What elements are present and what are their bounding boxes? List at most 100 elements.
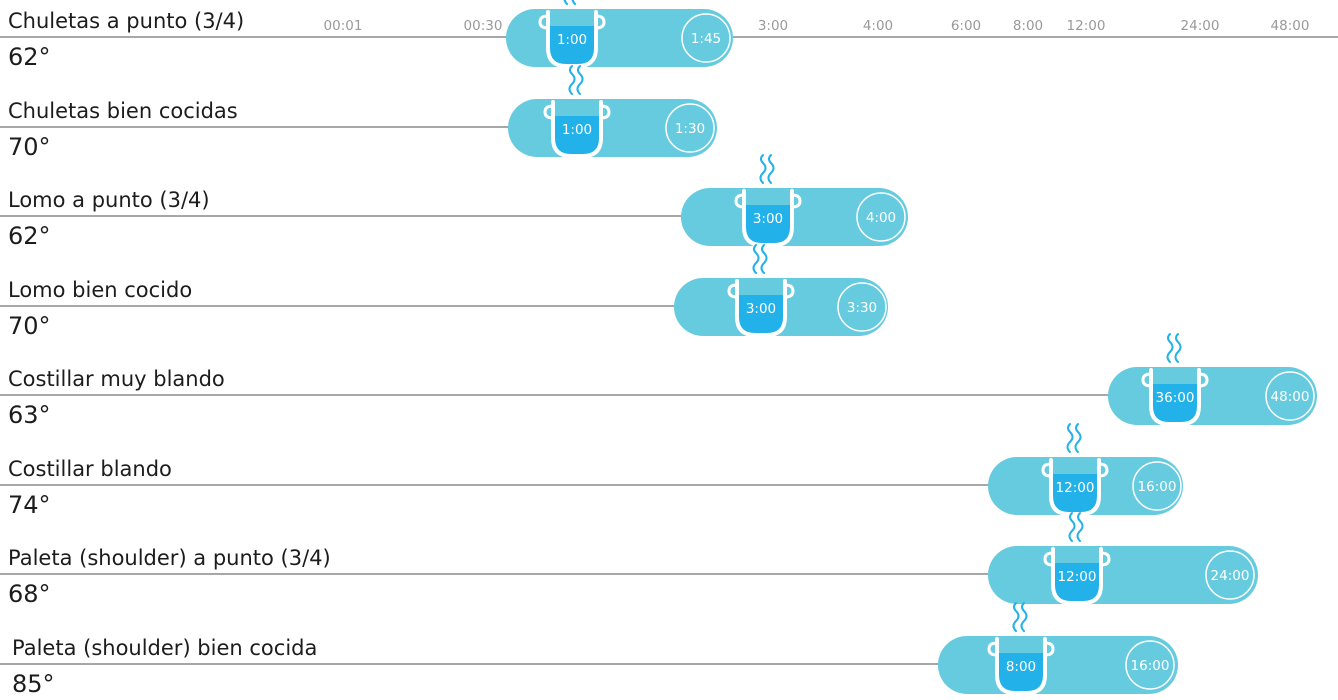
x-tick-label: 00:30 [464,18,503,34]
pot-handle-right [600,104,611,120]
pot-water [553,116,601,156]
start-time-label: 12:00 [1058,569,1097,585]
row-name-label: Costillar muy blando [8,367,225,391]
row-temperature-label: 62° [8,222,51,250]
row-temperature-label: 74° [8,491,51,519]
pot-body [995,637,1047,695]
chart-row: Lomo bien cocido 70° 3:30 3:00 [0,244,888,340]
pot-water [548,26,596,66]
cooking-pot-icon [1041,423,1109,516]
chart-row: Lomo a punto (3/4) 62° 4:00 3:00 [0,154,908,250]
pot-handle-right [1198,372,1209,388]
steam-wisp [1020,602,1028,632]
end-time-marker [1132,461,1182,511]
row-name-label: Chuletas bien cocidas [8,99,238,123]
pot-handle-right [791,193,802,209]
steam-wisp [571,0,576,5]
x-tick-label: 4:00 [863,18,893,34]
end-time-marker [856,192,906,242]
start-time-label: 36:00 [1156,390,1195,406]
chart-row: Costillar blando 74° 16:00 12:00 [0,423,1183,519]
end-time-marker [665,103,715,153]
steam-wisp [563,0,568,5]
pot-handle-left [727,283,738,299]
pot-handle-right [1098,462,1109,478]
pot-handle-left [1043,551,1054,567]
steam-wisp [1166,333,1174,363]
end-time-label: 1:30 [675,121,705,137]
x-tick-label: 00:01 [324,18,363,34]
chart-row: Costillar muy blando 63° 48:00 36:00 [0,333,1317,429]
steam-wisp [1068,512,1076,542]
pot-body [735,279,787,337]
start-time-label: 1:00 [557,32,587,48]
row-temperature-label: 70° [8,133,51,161]
steam-wisp [576,65,584,95]
end-time-label: 24:00 [1211,568,1250,584]
row-name-label: Paleta (shoulder) a punto (3/4) [8,546,331,570]
steam-wisp [1076,512,1084,542]
cooking-pot-icon [727,244,795,337]
pot-water [1151,384,1199,424]
pot-handle-right [1100,551,1111,567]
cooking-pot-icon [543,65,611,158]
pot-water [737,295,785,335]
row-temperature-label: 70° [8,312,51,340]
x-tick-label: 8:00 [1013,18,1043,34]
row-temperature-label: 62° [8,43,51,71]
start-time-label: 12:00 [1056,480,1095,496]
x-tick-label: 6:00 [951,18,981,34]
x-tick-label: 3:00 [758,18,788,34]
row-name-label: Costillar blando [8,457,172,481]
pot-body [742,189,794,247]
steam-wisp [1066,423,1074,453]
end-time-marker [1205,550,1255,600]
x-tick-label: 24:00 [1181,18,1220,34]
x-axis-ticks: 00:01 00:30 3:00 4:00 6:00 8:00 12:00 24:00 48:0… [324,18,1338,38]
pot-water [1053,563,1101,603]
steam-wisp [759,154,767,184]
pot-handle-left [1141,372,1152,388]
end-time-label: 16:00 [1131,658,1170,674]
chart-row: Paleta (shoulder) a punto (3/4) 68° 24:00 1… [0,512,1258,608]
pot-handle-right [595,14,606,30]
row-temperature-label: 68° [8,580,51,608]
steam-wisp [760,244,768,274]
start-time-label: 3:00 [746,301,776,317]
pot-body [1051,547,1103,605]
chart-row: Paleta (shoulder) bien cocida 85° 16:00 8:0… [0,602,1178,698]
cooking-pot-icon [1043,512,1111,605]
x-tick-label: 48:00 [1271,18,1310,34]
pot-handle-left [734,193,745,209]
pot-handle-left [543,104,554,120]
end-time-label: 3:30 [847,300,877,316]
row-name-label: Chuletas a punto (3/4) [8,9,244,33]
cooking-pot-icon [1141,333,1209,426]
pot-water [1051,474,1099,514]
start-time-label: 8:00 [1006,659,1036,675]
end-time-label: 4:00 [866,210,896,226]
pot-handle-right [1044,641,1055,657]
steam-wisp [752,244,760,274]
start-time-label: 1:00 [562,122,592,138]
end-time-marker [837,282,887,332]
steam-wisp [767,154,775,184]
steam-wisp [1174,333,1182,363]
end-time-label: 16:00 [1138,479,1177,495]
row-temperature-label: 85° [12,670,55,698]
start-time-label: 3:00 [753,211,783,227]
row-name-label: Lomo bien cocido [8,278,192,302]
row-temperature-label: 63° [8,401,51,429]
steam-wisp [1012,602,1020,632]
pot-body [1049,458,1101,516]
row-name-label: Lomo a punto (3/4) [8,188,210,212]
row-name-label: Paleta (shoulder) bien cocida [12,636,317,660]
pot-handle-left [1041,462,1052,478]
pot-handle-left [987,641,998,657]
cooking-pot-icon [734,154,802,247]
end-time-marker [681,13,731,63]
chart-row: Chuletas bien cocidas 70° 1:30 1:00 [0,65,717,161]
pot-water [997,653,1045,693]
